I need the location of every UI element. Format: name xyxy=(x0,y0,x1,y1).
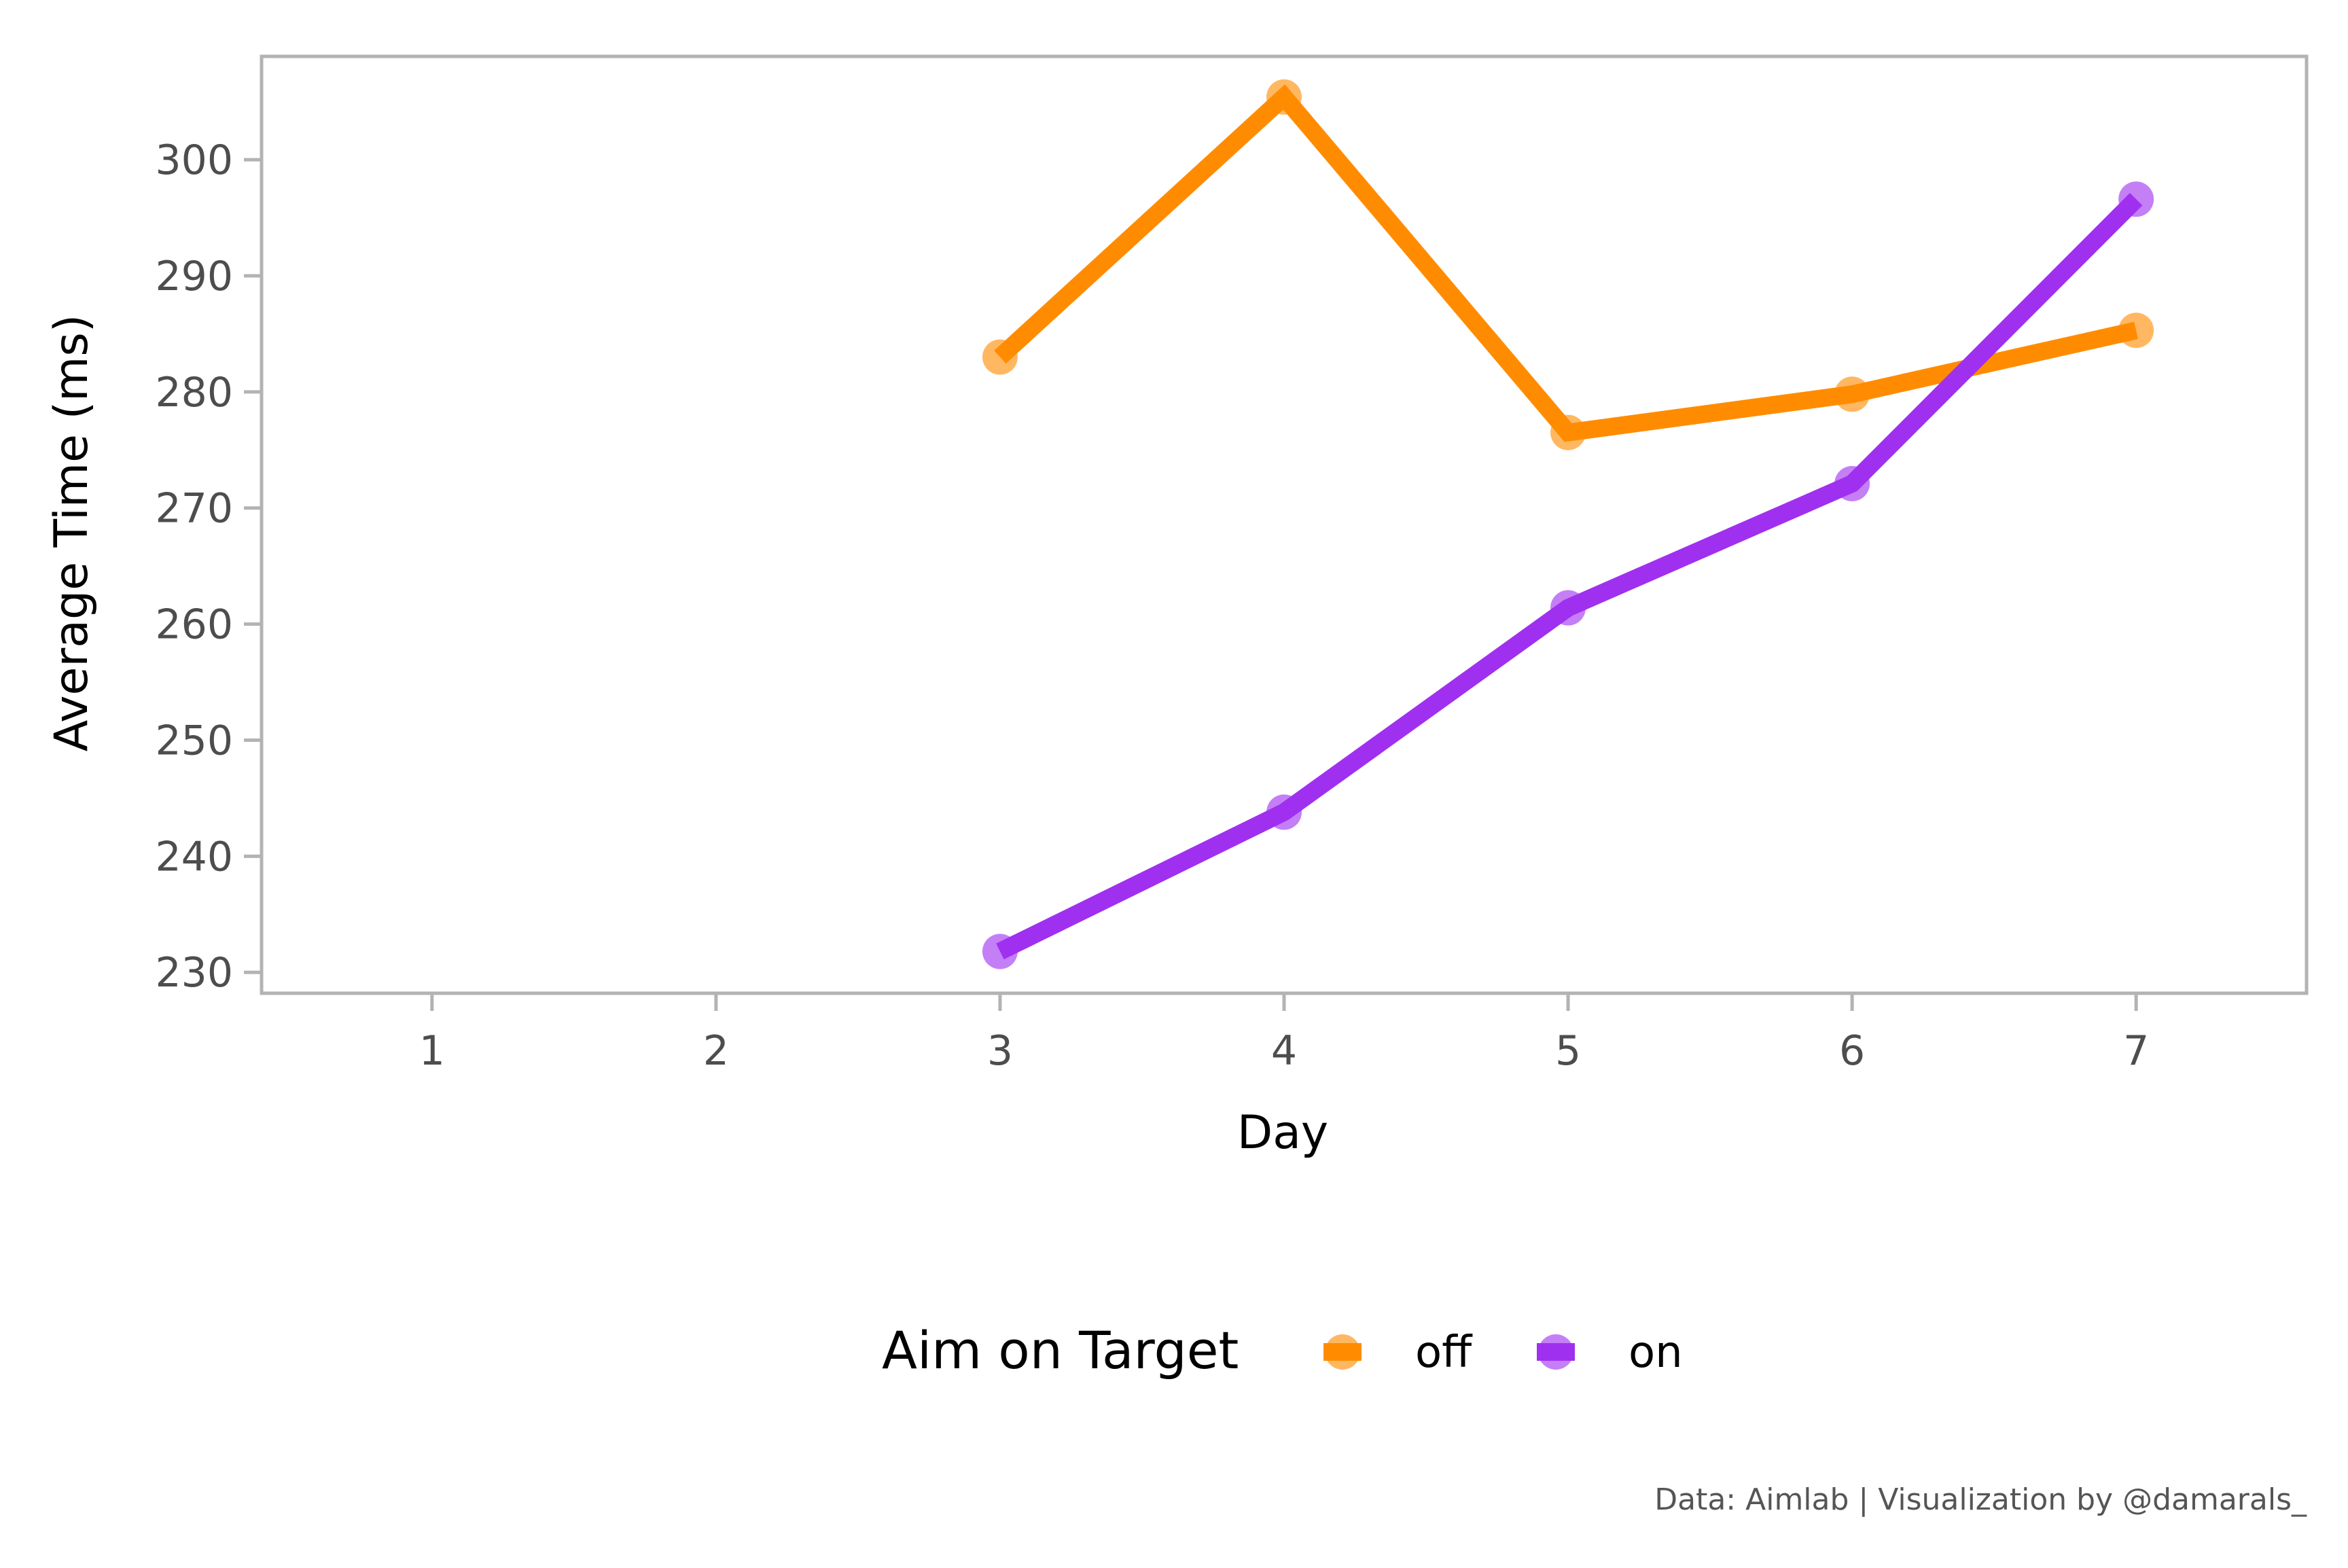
y-tick-label: 240 xyxy=(155,833,233,880)
data-point-off xyxy=(1550,414,1586,450)
x-tick-label: 4 xyxy=(1271,1027,1297,1075)
data-point-on xyxy=(982,933,1018,969)
series-layer xyxy=(982,79,2154,969)
y-axis-title: Average Time (ms) xyxy=(45,315,99,752)
legend-items: off on xyxy=(1323,1328,1683,1378)
x-tick-label: 7 xyxy=(2123,1027,2149,1075)
y-tick-label: 230 xyxy=(155,949,233,997)
data-point-on xyxy=(1266,794,1302,830)
axes-layer: 1 2 3 4 5 6 7 230 240 250 260 270 280 290 300 xyxy=(155,137,2149,1075)
y-tick-label: 250 xyxy=(155,717,233,764)
x-tick-label: 3 xyxy=(987,1027,1013,1075)
x-tick-label: 1 xyxy=(419,1027,445,1075)
x-axis-title: Day xyxy=(1237,1106,1328,1160)
x-tick-label: 6 xyxy=(1839,1027,1865,1075)
legend-label-off: off xyxy=(1415,1328,1473,1378)
data-point-on xyxy=(1834,465,1870,501)
legend-title: Aim on Target xyxy=(882,1320,1239,1380)
data-point-off xyxy=(1266,79,1302,115)
y-tick-label: 290 xyxy=(155,253,233,300)
legend-key-point-on xyxy=(1538,1334,1573,1370)
data-point-on xyxy=(2118,181,2154,217)
data-point-off xyxy=(982,339,1018,375)
x-tick-label: 2 xyxy=(703,1027,729,1075)
y-tick-label: 300 xyxy=(155,137,233,184)
y-tick-label: 280 xyxy=(155,369,233,416)
data-point-off xyxy=(1834,376,1870,412)
data-point-off xyxy=(2118,313,2154,349)
chart-caption: Data: Aimlab | Visualization by @damaral… xyxy=(1654,1482,2307,1517)
data-point-on xyxy=(1550,590,1586,626)
y-tick-label: 260 xyxy=(155,601,233,649)
legend-label-on: on xyxy=(1629,1328,1683,1378)
legend-key-point-off xyxy=(1325,1334,1360,1370)
legend: Aim on Target off on xyxy=(882,1320,1683,1380)
plot-panel-border xyxy=(260,54,2309,995)
y-tick-label: 270 xyxy=(155,485,233,533)
x-tick-label: 5 xyxy=(1555,1027,1581,1075)
